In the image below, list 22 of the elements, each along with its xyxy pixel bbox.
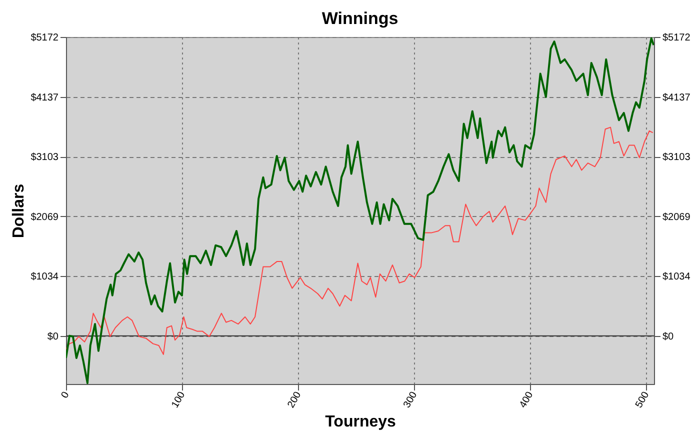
chart-title: Winnings [322,9,398,28]
x-tick-label: 0 [59,390,72,400]
y-tick-label: $5172 [30,32,59,44]
y-axis-title: Dollars [10,184,28,238]
y-tick-label: $2069 [30,212,59,223]
y2-tick-label: $4137 [662,92,691,104]
y2-tick-label: $1034 [662,272,691,283]
y2-tick-label: $3103 [662,152,691,164]
y2-tick-label: $0 [662,331,674,342]
y-tick-label: $1034 [30,272,59,283]
x-tick-label: 400 [518,390,536,410]
y-tick-label: $4137 [30,92,59,104]
y-tick-label: $3103 [30,152,59,164]
y2-tick-label: $2069 [662,212,691,223]
x-tick-label: 200 [286,390,304,410]
x-axis-title: Tourneys [325,413,396,430]
x-tick-label: 300 [402,390,420,410]
x-tick-label: 500 [634,390,652,410]
x-tick-label: 100 [170,390,188,410]
y2-tick-label: $5172 [662,32,691,44]
y-tick-label: $0 [47,331,59,342]
line-series [66,126,654,355]
